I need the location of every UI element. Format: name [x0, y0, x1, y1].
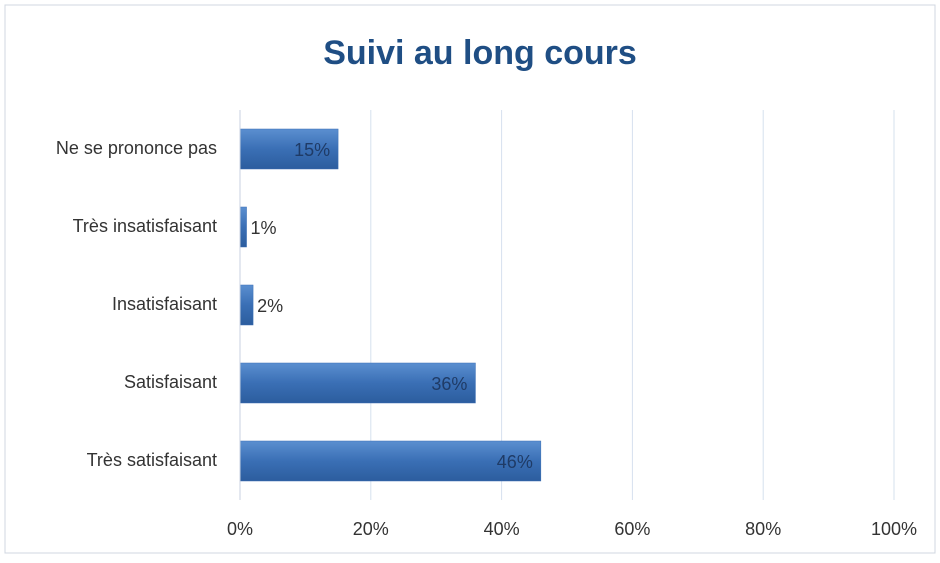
- bar: [239, 362, 476, 404]
- bar: [239, 440, 542, 482]
- data-label: 36%: [431, 374, 467, 394]
- bar: [239, 284, 254, 326]
- x-tick-label: 80%: [745, 519, 781, 539]
- data-label: 15%: [294, 140, 330, 160]
- x-tick-label: 40%: [484, 519, 520, 539]
- bar: [239, 206, 247, 248]
- data-label: 46%: [497, 452, 533, 472]
- chart-title: Suivi au long cours: [323, 34, 637, 72]
- data-label: 1%: [251, 218, 277, 238]
- y-tick-label: Très satisfaisant: [87, 450, 217, 470]
- x-tick-label: 20%: [353, 519, 389, 539]
- y-tick-label: Insatisfaisant: [112, 294, 217, 314]
- y-tick-label: Ne se prononce pas: [56, 138, 217, 158]
- y-tick-label: Satisfaisant: [124, 372, 217, 392]
- y-tick-label: Très insatisfaisant: [73, 216, 217, 236]
- x-tick-label: 60%: [614, 519, 650, 539]
- x-tick-label: 0%: [227, 519, 253, 539]
- x-tick-label: 100%: [871, 519, 917, 539]
- data-label: 2%: [257, 296, 283, 316]
